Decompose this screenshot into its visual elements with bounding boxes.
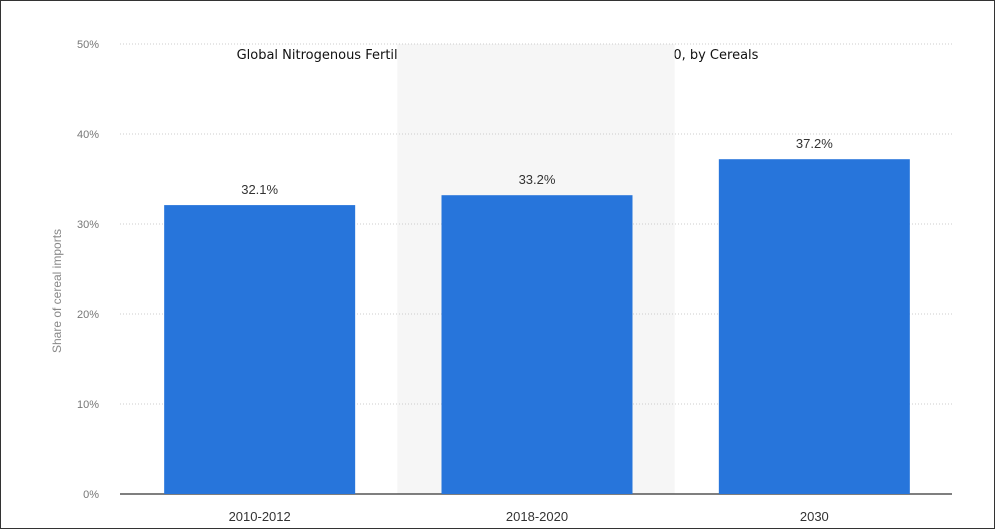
y-tick-label: 20% [77, 309, 99, 321]
bar[interactable] [164, 205, 356, 494]
bar-value-label: 32.1% [241, 182, 278, 197]
x-category-label: 2018-2020 [506, 509, 568, 524]
y-tick-label: 0% [83, 489, 99, 501]
bar[interactable] [441, 195, 633, 494]
y-axis-label: Share of cereal imports [50, 229, 64, 353]
bar-value-label: 37.2% [796, 136, 833, 151]
x-category-label: 2030 [800, 509, 829, 524]
bar[interactable] [718, 159, 910, 494]
x-category-label: 2010-2012 [229, 509, 291, 524]
y-tick-label: 30% [77, 219, 99, 231]
y-tick-label: 50% [77, 39, 99, 51]
y-tick-label: 40% [77, 129, 99, 141]
bar-value-label: 33.2% [519, 172, 556, 187]
y-tick-label: 10% [77, 399, 99, 411]
